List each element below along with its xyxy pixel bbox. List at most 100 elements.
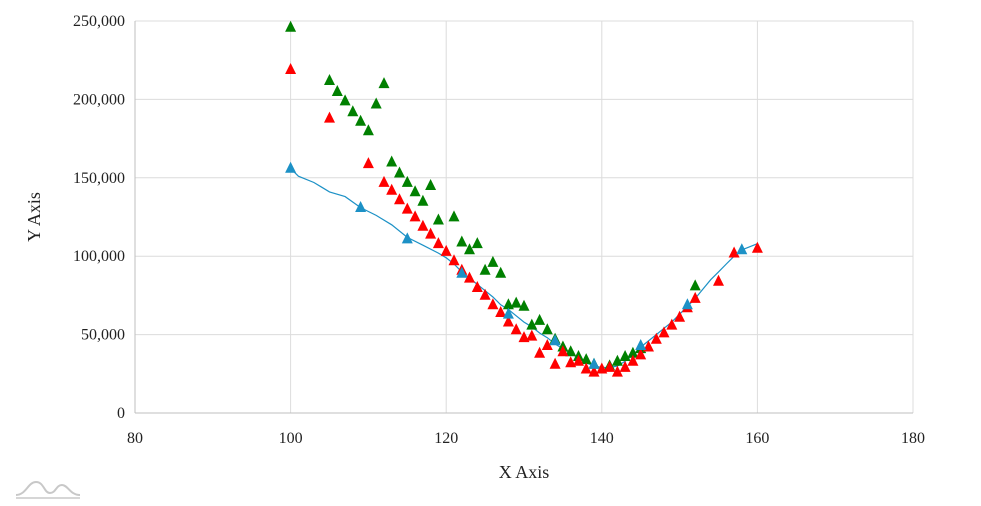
series-0-point: [370, 97, 382, 109]
series-0-point: [495, 266, 507, 278]
series-1-point: [401, 202, 413, 214]
series-1-point: [588, 365, 600, 377]
series-1-point: [378, 175, 390, 187]
series-2-point: [285, 161, 297, 173]
series-0-point: [432, 213, 444, 225]
series-0-point: [448, 210, 460, 222]
series-1-point: [643, 340, 654, 352]
y-axis-title: Y Axis: [24, 192, 44, 242]
series-0-point: [456, 235, 468, 247]
series-0-point: [401, 175, 413, 187]
series-1-point: [604, 360, 616, 372]
series-2-point: [549, 334, 561, 346]
series-1-point: [362, 157, 374, 169]
series-0-point: [502, 298, 514, 310]
series-0-point: [394, 166, 405, 178]
series-0-point: [355, 114, 367, 126]
series-1-point: [635, 348, 647, 360]
series-2-point: [635, 339, 647, 350]
series-2-point: [456, 266, 468, 278]
x-axis-title: X Axis: [499, 462, 550, 482]
axes: 0 50,000 100,000 150,000 200,000 250,000 80 100…: [73, 13, 925, 447]
app-logo-icon: [15, 480, 81, 499]
series-1-point: [611, 365, 623, 377]
series-1-point: [619, 360, 631, 372]
x-tick-label: 180: [901, 430, 925, 447]
series-2-point: [502, 307, 514, 319]
series-1-point: [573, 354, 584, 366]
series-1-point: [526, 329, 538, 341]
series-1-point: [596, 362, 608, 374]
series-0-point: [518, 299, 530, 311]
x-tick-label: 140: [590, 430, 614, 447]
series-1-point: [728, 246, 740, 258]
y-tick-label: 50,000: [81, 327, 125, 344]
series-1-point: [440, 244, 452, 256]
series-1-point: [518, 331, 530, 343]
series-0-point: [362, 124, 374, 136]
series-1-point: [565, 356, 577, 368]
series-1-point: [557, 345, 569, 357]
series-1-point: [713, 274, 724, 286]
series-0-point: [386, 155, 398, 167]
series-1-point: [495, 306, 507, 317]
series-0-point: [425, 179, 437, 190]
series-1-point: [425, 227, 437, 239]
series-0-point: [534, 313, 546, 325]
series-0-point: [689, 279, 701, 291]
y-tick-label: 100,000: [73, 248, 125, 265]
series-1-point: [658, 326, 670, 338]
series-1-point: [464, 271, 475, 283]
x-tick-label: 120: [434, 430, 458, 447]
series-0-point: [417, 194, 429, 206]
series-1-point: [650, 332, 662, 344]
series-1-point: [510, 323, 522, 335]
series-1-point: [751, 241, 763, 253]
series-0-point: [510, 296, 522, 308]
series-0-point: [580, 353, 592, 365]
series-1-point: [487, 298, 499, 310]
y-tick-label: 0: [117, 405, 125, 422]
x-tick-label: 100: [279, 430, 303, 447]
series-0-point: [324, 74, 335, 85]
y-tick-label: 150,000: [73, 170, 125, 187]
series-0-point: [526, 318, 538, 330]
grid: [135, 20, 914, 413]
y-tick-label: 250,000: [73, 13, 125, 30]
series-points: [285, 20, 763, 377]
series-1-point: [502, 315, 514, 327]
series-1-point: [386, 183, 398, 195]
series-1-point: [324, 111, 335, 123]
series-1-point: [448, 254, 460, 266]
series-1-point: [471, 281, 483, 292]
series-1-point: [580, 362, 592, 374]
series-1-point: [541, 339, 553, 350]
y-tick-label: 200,000: [73, 91, 125, 108]
series-1-point: [666, 318, 678, 330]
series-2-point: [588, 357, 600, 369]
series-1-point: [285, 63, 297, 74]
series-1-point: [534, 346, 546, 358]
series-1-point: [417, 219, 429, 231]
series-1-point: [549, 357, 561, 369]
series-0-point: [409, 185, 421, 197]
series-1-point: [394, 193, 405, 205]
series-1-point: [689, 291, 701, 303]
series-2-point: [355, 201, 367, 212]
series-0-point: [331, 85, 343, 96]
series-0-point: [565, 345, 577, 357]
x-tick-label: 80: [127, 430, 143, 447]
series-0-point: [487, 255, 499, 267]
series-2-point: [401, 232, 413, 244]
series-0-point: [347, 105, 359, 117]
x-tick-label: 160: [745, 430, 769, 447]
series-1-point: [479, 288, 491, 300]
series-0-point: [611, 354, 623, 366]
series-0-point: [619, 350, 631, 361]
series-0-point: [285, 20, 297, 32]
series-0-point: [627, 346, 639, 358]
series-1-point: [409, 210, 421, 222]
series-1-point: [674, 310, 686, 322]
series-0-point: [541, 323, 553, 335]
